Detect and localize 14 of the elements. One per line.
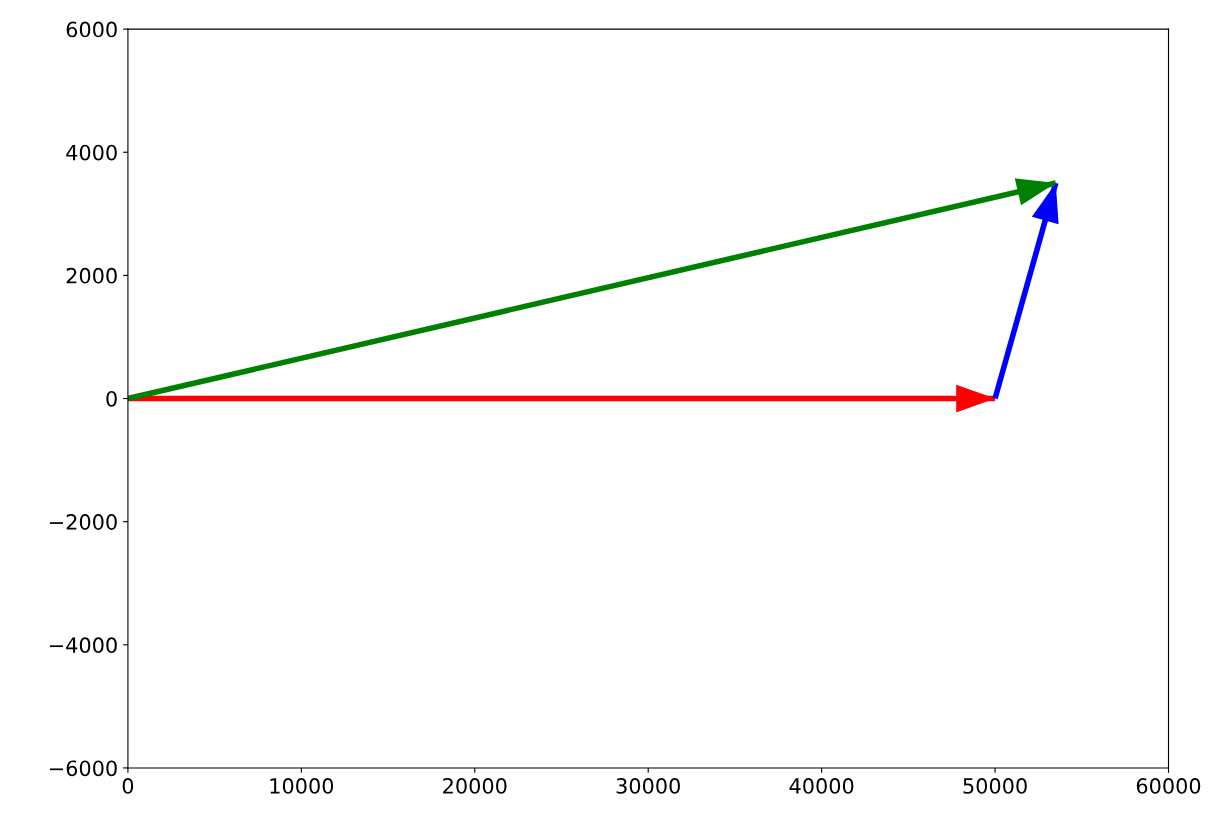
y-tick-label: 4000	[66, 144, 117, 161]
y-tick-label: −6000	[49, 760, 117, 777]
x-tick-label: 10000	[270, 778, 334, 794]
x-tick-label: 60000	[1136, 778, 1201, 794]
y-tick-label: −4000	[49, 637, 117, 654]
y-tick-label: −2000	[49, 514, 117, 530]
y-tick-label: 6000	[66, 21, 117, 38]
x-tick-label: 50000	[963, 778, 1027, 794]
x-tick-label: 20000	[443, 778, 507, 794]
x-tick-label: 0	[122, 778, 134, 794]
y-tick-label: 2000	[66, 267, 117, 284]
x-tick-label: 40000	[789, 778, 854, 794]
y-tick-label: 0	[106, 390, 117, 407]
x-tick-label: 30000	[616, 778, 680, 794]
